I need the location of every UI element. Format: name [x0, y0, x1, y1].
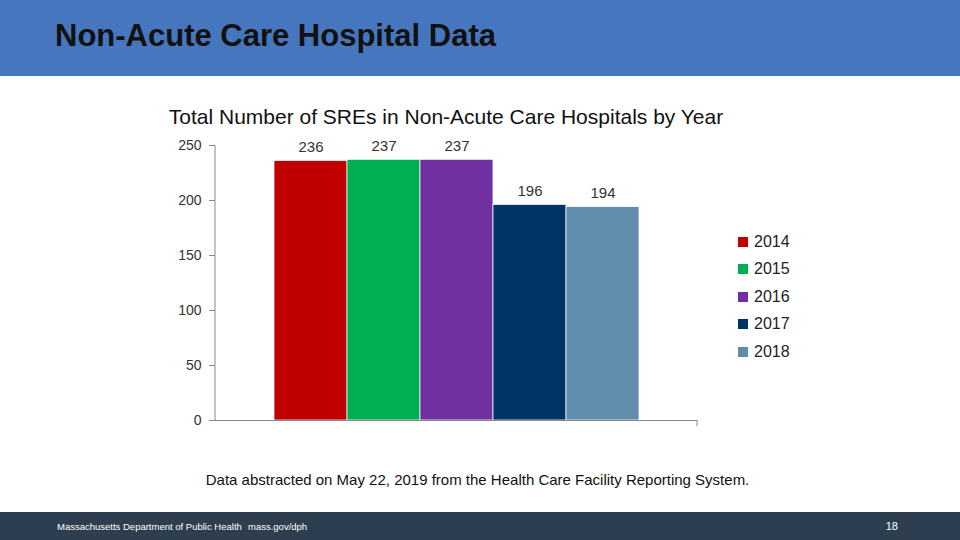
svg-text:200: 200	[178, 192, 202, 208]
svg-text:150: 150	[178, 247, 202, 263]
html-text:2016: 2016	[754, 287, 790, 305]
svg-text:237: 237	[371, 137, 396, 154]
html-text:Non-Acute Care Hospital Data: Non-Acute Care Hospital Data	[55, 18, 496, 53]
html-text:Data abstracted on May 22, 201: Data abstracted on May 22, 2019 from the…	[205, 471, 750, 488]
svg-text:194: 194	[590, 184, 615, 201]
html-text:Massachusetts Department of Pu: Massachusetts Department of Public Healt…	[57, 521, 242, 532]
html-text:2014: 2014	[754, 232, 790, 250]
svg-text:196: 196	[517, 182, 542, 199]
svg-text:50: 50	[186, 357, 202, 373]
svg-text:237: 237	[444, 137, 469, 154]
html-text:Total Number of SREs in Non-Ac: Total Number of SREs in Non-Acute Care H…	[168, 105, 724, 128]
html-text:2017: 2017	[754, 315, 790, 333]
svg-text:100: 100	[178, 302, 202, 318]
html-text:18: 18	[885, 520, 898, 532]
html-text:2018: 2018	[754, 342, 790, 360]
svg-text:250: 250	[178, 137, 202, 153]
svg-text:236: 236	[298, 138, 323, 155]
svg-text:0: 0	[194, 412, 202, 428]
html-text:mass.gov/dph: mass.gov/dph	[248, 521, 308, 532]
html-text:2015: 2015	[754, 260, 790, 278]
